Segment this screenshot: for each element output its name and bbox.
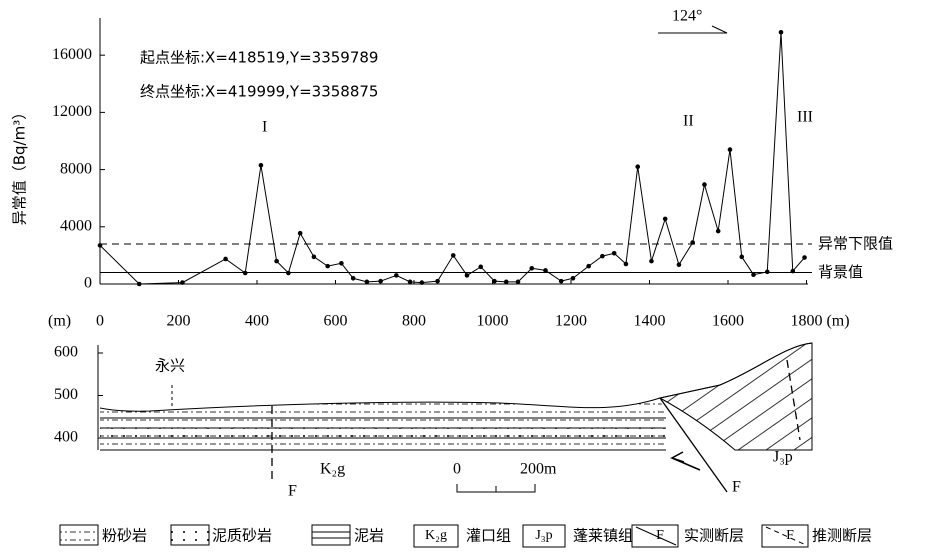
data-point	[298, 231, 303, 236]
x-tick-label: 600	[324, 313, 348, 330]
legend-label: 泥岩	[354, 527, 384, 545]
x-tick-label: 1800	[791, 313, 823, 330]
section-label: K₂g	[320, 461, 345, 478]
data-point	[702, 182, 707, 187]
x-tick-label: 1600	[712, 313, 744, 330]
legend-symbol: J₃p	[535, 528, 552, 543]
data-line	[100, 32, 805, 284]
data-point	[663, 217, 668, 222]
data-point	[516, 280, 521, 285]
data-point	[351, 276, 356, 281]
data-point	[690, 240, 695, 245]
data-point	[751, 272, 756, 277]
data-point	[529, 266, 534, 271]
scale-label: 0	[453, 461, 461, 478]
data-point	[408, 280, 413, 285]
annotation: III	[797, 109, 813, 126]
data-point	[728, 147, 733, 152]
data-point	[465, 273, 470, 278]
data-point	[765, 270, 770, 275]
annotation: 起点坐标:X=418519,Y=3359789	[140, 49, 378, 67]
legend-symbol: F	[656, 528, 664, 543]
annotation: II	[683, 113, 694, 130]
data-point	[259, 163, 264, 168]
y-axis-label: 异常值（Bq/m³）	[11, 105, 29, 226]
x-tick-label: 800	[402, 313, 426, 330]
direction-arrow	[658, 26, 727, 33]
data-point	[543, 268, 548, 273]
y-tick-label: 16000	[52, 46, 92, 63]
data-point	[286, 271, 291, 276]
data-point	[600, 254, 605, 259]
data-point	[559, 279, 564, 284]
data-point	[451, 253, 456, 258]
section-y-tick-label: 600	[54, 344, 78, 361]
data-point	[649, 259, 654, 264]
reference-label: 背景值	[818, 263, 863, 281]
scale-label: 200m	[520, 461, 557, 478]
data-point	[180, 280, 185, 285]
data-point	[325, 264, 330, 269]
legend-label: 泥质砂岩	[212, 527, 272, 545]
y-tick-label: 8000	[60, 160, 92, 177]
reference-label: 异常下限值	[818, 234, 893, 252]
data-point	[624, 262, 629, 267]
y-tick-label: 12000	[52, 103, 92, 120]
legend-symbol: K₂g	[425, 528, 447, 543]
x-tick-label: 1200	[555, 313, 587, 330]
data-point	[312, 255, 317, 260]
data-point	[243, 271, 248, 276]
annotation: 124°	[672, 8, 702, 25]
legend-symbol: F	[786, 528, 794, 543]
annotation: 终点坐标:X=419999,Y=3358875	[140, 83, 378, 101]
data-point	[571, 276, 576, 281]
data-point	[394, 273, 399, 278]
data-point	[677, 262, 682, 267]
data-point	[365, 280, 370, 285]
data-point	[378, 279, 383, 284]
section-y-tick-label: 500	[54, 386, 78, 403]
data-point	[137, 282, 142, 287]
data-point	[716, 229, 721, 234]
section-label: J₃p	[773, 449, 793, 466]
data-point	[339, 261, 344, 266]
section-label: 永兴	[155, 357, 185, 375]
legend-label: 粉砂岩	[102, 527, 147, 545]
legend-label: 实测断层	[684, 527, 744, 545]
data-point	[790, 269, 795, 274]
data-point	[504, 280, 509, 285]
x-tick-label: 0	[96, 313, 104, 330]
x-axis-label: (m)	[826, 313, 849, 330]
x-tick-label: 200	[167, 313, 191, 330]
section-y-tick-label: 400	[54, 429, 78, 446]
data-point	[435, 279, 440, 284]
data-point	[802, 255, 807, 260]
data-point	[779, 30, 784, 35]
section-label: F	[732, 479, 741, 496]
x-tick-label: 1400	[634, 313, 666, 330]
data-point	[586, 264, 591, 269]
data-point	[420, 280, 425, 285]
y-tick-label: 0	[84, 275, 92, 292]
data-point	[478, 265, 483, 270]
legend-label: 蓬莱镇组	[573, 527, 633, 545]
data-point	[612, 251, 617, 256]
y-tick-label: 4000	[60, 217, 92, 234]
data-point	[492, 279, 497, 284]
data-point	[635, 164, 640, 169]
data-point	[274, 259, 279, 264]
x-tick-label: 400	[245, 313, 269, 330]
x-tick-label: 1000	[477, 313, 509, 330]
data-point	[739, 255, 744, 260]
section-label: F	[288, 483, 297, 500]
data-point	[223, 257, 228, 262]
figure: 异常值（Bq/m³） (m) 0400080001200016000020040…	[0, 0, 933, 558]
annotation: I	[262, 119, 267, 136]
section-y-unit: (m)	[48, 313, 71, 330]
data-point	[98, 243, 103, 248]
legend-label: 灌口组	[466, 527, 511, 545]
legend-label: 推测断层	[812, 527, 872, 545]
